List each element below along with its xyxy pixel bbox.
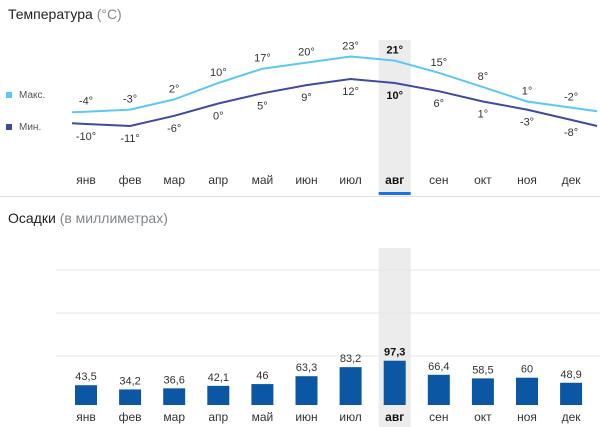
precip-bar (75, 385, 97, 405)
temp-month-label: дек (562, 173, 582, 187)
max-temp-label: -4° (79, 96, 93, 108)
legend-max-swatch (6, 92, 12, 99)
selected-month-highlight-temp (378, 40, 411, 193)
precip-bar (163, 388, 186, 405)
precip-bar (119, 389, 142, 405)
min-temp-label: -3° (520, 117, 534, 129)
temp-month-label: фев (119, 173, 142, 187)
temperature-unit: (°C) (96, 6, 122, 22)
max-temp-label: 2° (169, 83, 180, 95)
selected-month-underline (378, 192, 411, 195)
precip-value-label: 60 (521, 364, 533, 376)
min-temp-label: 6° (434, 98, 445, 110)
temperature-section-title: Температура (°C) (8, 6, 122, 22)
max-temp-label: -3° (123, 94, 137, 106)
precip-value-label: 43,5 (75, 371, 96, 383)
precip-month-label: май (252, 410, 274, 424)
precip-value-label: 34,2 (119, 375, 140, 387)
precipitation-unit: (в миллиметрах) (59, 210, 168, 226)
min-temp-label: 10° (386, 90, 403, 102)
max-temp-label: 23° (342, 40, 359, 52)
min-temp-label: -8° (564, 127, 578, 139)
max-temp-label: 21° (386, 45, 403, 57)
precip-bar (560, 382, 583, 405)
precip-bar (207, 385, 230, 405)
legend-max-label: Макс. (19, 90, 46, 101)
precip-month-label: сен (429, 410, 448, 424)
section-divider (0, 196, 600, 197)
precip-value-label: 48,9 (560, 369, 581, 381)
precip-value-label: 46 (256, 370, 268, 382)
precip-bar (295, 376, 318, 405)
precip-bar (471, 378, 494, 405)
precip-value-label: 97,3 (384, 347, 405, 359)
max-temp-label: 15° (430, 57, 447, 69)
precip-month-label: ноя (517, 410, 537, 424)
temp-month-label: июн (295, 173, 317, 187)
precip-month-label: июл (339, 410, 361, 424)
min-temp-label: -11° (120, 133, 139, 145)
precip-value-label: 42,1 (208, 372, 229, 384)
precip-month-label: янв (76, 410, 96, 424)
min-temp-label: 5° (257, 100, 268, 112)
precip-bar (383, 360, 406, 405)
temp-month-label: авг (385, 173, 404, 187)
max-temperature-line (71, 55, 598, 114)
min-temperature-line (71, 77, 598, 128)
min-temp-label: -10° (76, 131, 96, 143)
max-temp-label: 17° (254, 53, 271, 65)
temp-month-label: май (252, 173, 274, 187)
precip-bar (427, 374, 450, 405)
temp-month-label: мар (163, 173, 185, 187)
precip-month-label: июн (295, 410, 317, 424)
temp-month-label: окт (474, 173, 492, 187)
precip-bar (516, 377, 538, 405)
temp-month-label: апр (208, 173, 228, 187)
precip-month-label: фев (119, 410, 142, 424)
precipitation-title: Осадки (8, 210, 56, 226)
min-temp-label: 9° (301, 92, 312, 104)
temp-month-label: ноя (517, 173, 537, 187)
temperature-title: Температура (8, 6, 93, 22)
precip-month-label: апр (208, 410, 228, 424)
precip-value-label: 83,2 (340, 353, 361, 365)
max-temp-label: 20° (298, 47, 315, 59)
precip-value-label: 63,3 (296, 362, 317, 374)
temp-month-label: сен (429, 173, 448, 187)
temp-month-label: янв (76, 173, 96, 187)
min-temp-label: 0° (213, 111, 224, 123)
legend-min-label: Мин. (19, 122, 42, 133)
precip-value-label: 36,6 (163, 374, 184, 386)
precip-bar (251, 384, 274, 405)
precip-value-label: 66,4 (428, 361, 449, 373)
precip-month-label: мар (163, 410, 185, 424)
legend-min-swatch (6, 124, 12, 131)
max-temp-label: 1° (522, 85, 533, 97)
temp-month-label: июл (339, 173, 361, 187)
min-temp-label: 12° (342, 86, 359, 98)
legend-max: Макс. (6, 90, 45, 101)
max-temp-label: -2° (564, 92, 578, 104)
max-temp-label: 8° (478, 71, 489, 83)
min-temp-label: 1° (478, 108, 489, 120)
max-temp-label: 10° (210, 67, 227, 79)
precip-month-label: авг (385, 410, 404, 424)
precip-month-label: дек (562, 410, 582, 424)
precip-bar (339, 367, 362, 405)
legend-min: Мин. (6, 122, 41, 133)
min-temp-label: -6° (167, 123, 181, 135)
precip-value-label: 58,5 (472, 364, 493, 376)
precip-month-label: окт (474, 410, 492, 424)
precipitation-section-title: Осадки (в миллиметрах) (8, 210, 168, 226)
